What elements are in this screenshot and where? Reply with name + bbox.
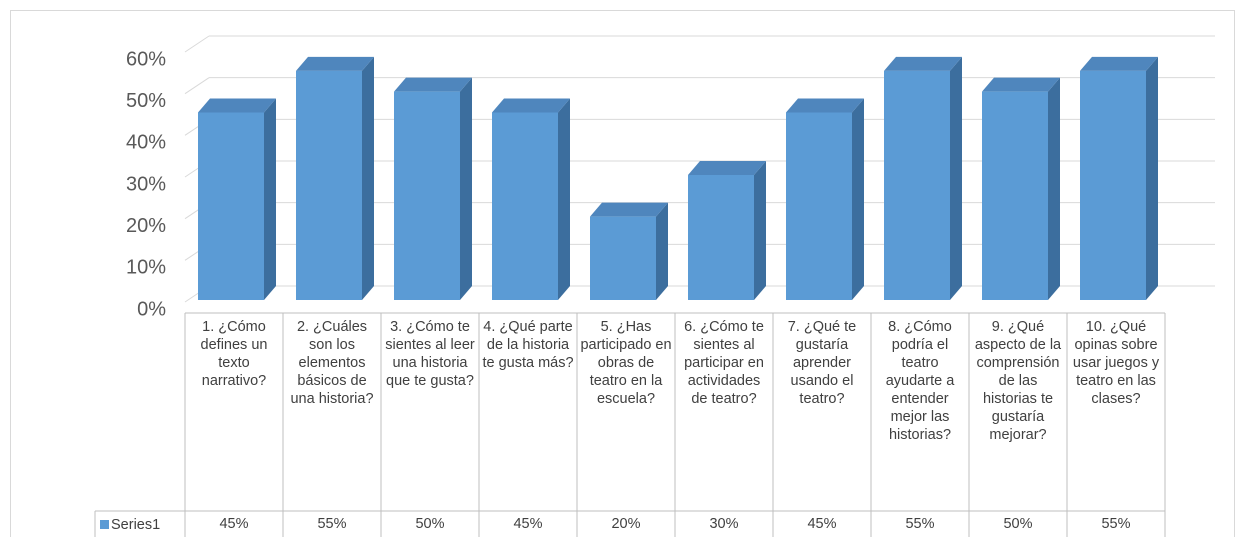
y-tick-label: 60% <box>126 48 166 70</box>
data-table-value: 30% <box>709 516 739 532</box>
bar-side <box>950 56 962 301</box>
y-tick-label: 50% <box>126 90 166 112</box>
bar-top <box>982 77 1060 92</box>
x-tick-label: 6. ¿Cómo te sientes al participar en act… <box>684 319 764 407</box>
bar-top <box>590 202 668 217</box>
bar-side <box>264 98 276 300</box>
bar-top <box>688 161 766 175</box>
data-table-value: 45% <box>219 516 249 532</box>
bar-top <box>1080 56 1158 71</box>
bar <box>198 98 276 300</box>
data-table-value: 50% <box>1003 516 1033 532</box>
bar-front <box>982 91 1048 301</box>
bar <box>590 202 668 300</box>
bar <box>786 98 864 300</box>
data-table-value: 50% <box>415 516 445 532</box>
bar-top <box>394 77 472 92</box>
y-tick-label: 10% <box>126 257 166 279</box>
bar-side <box>362 56 374 301</box>
bar-side <box>656 202 668 300</box>
bar-top <box>786 98 864 113</box>
bar-top <box>492 98 570 113</box>
bar <box>1080 56 1158 301</box>
bar-side <box>1048 77 1060 301</box>
x-tick-label: 7. ¿Qué te gustaría aprender usando el t… <box>787 319 857 407</box>
x-tick-label: 8. ¿Cómo podría el teatro ayudarte a ent… <box>885 319 955 443</box>
data-table-value: 45% <box>513 516 543 532</box>
bar-side <box>460 77 472 301</box>
x-tick-label: 5. ¿Has participado en obras de teatro e… <box>580 319 672 407</box>
x-tick-label: 10. ¿Qué opinas sobre usar juegos y teat… <box>1072 319 1160 407</box>
bar-front <box>786 112 852 300</box>
y-tick-label: 20% <box>126 215 166 237</box>
bar-side <box>1146 56 1158 301</box>
y-tick-label: 30% <box>126 173 166 195</box>
x-tick-label: 2. ¿Cuáles son los elementos básicos de … <box>290 319 374 407</box>
bar <box>688 161 766 300</box>
bar <box>492 98 570 300</box>
bar-front <box>492 112 558 300</box>
x-tick-label: 3. ¿Cómo te sientes al leer una historia… <box>385 319 475 389</box>
data-table-value: 20% <box>611 516 641 532</box>
data-table-value: 55% <box>1101 516 1131 532</box>
chart-border <box>10 10 1235 537</box>
bar-front <box>884 70 950 300</box>
bar <box>884 56 962 301</box>
bar <box>982 77 1060 301</box>
bar-top <box>296 56 374 71</box>
data-table-value: 55% <box>317 516 347 532</box>
bar <box>394 77 472 301</box>
x-tick-label: 1. ¿Cómo defines un texto narrativo? <box>200 319 268 389</box>
bar <box>296 56 374 301</box>
y-tick-label: 40% <box>126 132 166 154</box>
legend-swatch <box>100 520 109 529</box>
bar-front <box>590 216 656 300</box>
bar-top <box>198 98 276 113</box>
bar-side <box>852 98 864 300</box>
bar-top <box>884 56 962 71</box>
legend-label: Series1 <box>111 517 160 533</box>
bar-side <box>558 98 570 300</box>
bar-front <box>394 91 460 301</box>
x-tick-label: 9. ¿Qué aspecto de la comprensión de las… <box>974 319 1062 443</box>
data-table-value: 55% <box>905 516 935 532</box>
bar-front <box>296 70 362 300</box>
y-tick-label: 0% <box>137 298 166 320</box>
bar-front <box>688 175 754 300</box>
bar-side <box>754 161 766 300</box>
grid-line-side <box>184 77 210 95</box>
x-tick-label: 4. ¿Qué parte de la historia te gusta má… <box>482 319 574 371</box>
bar-front <box>1080 70 1146 300</box>
bar-front <box>198 112 264 300</box>
data-table-value: 45% <box>807 516 837 532</box>
grid-line-side <box>184 35 210 53</box>
